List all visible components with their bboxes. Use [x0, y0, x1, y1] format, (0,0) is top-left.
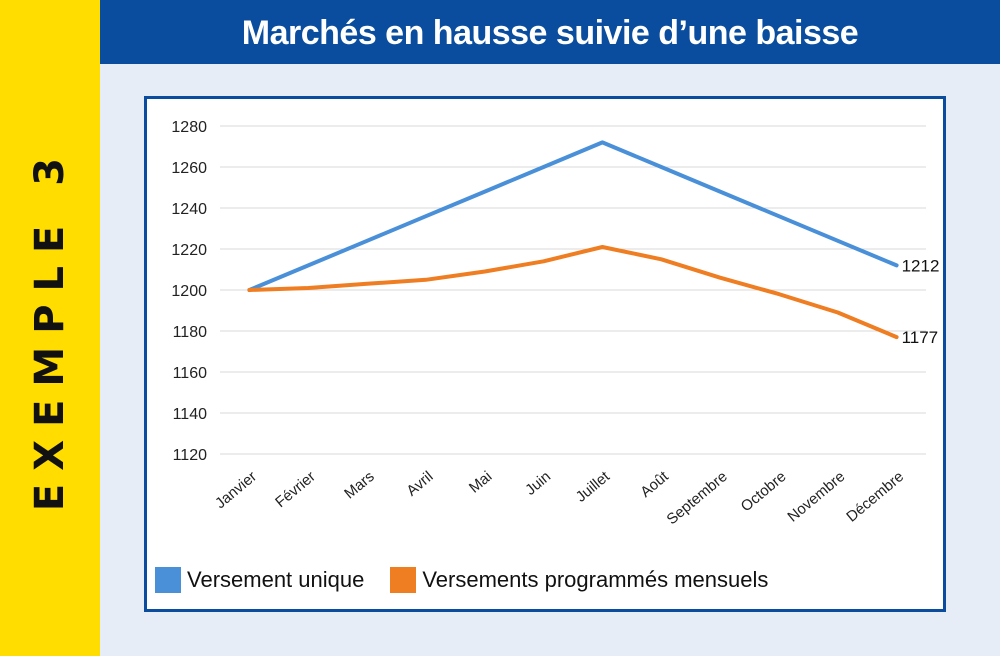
legend-swatch-series-1 — [155, 567, 181, 593]
title-band: Marchés en hausse suivie d’une baisse — [100, 0, 1000, 64]
y-tick-label: 1120 — [173, 447, 208, 464]
x-tick-label: Juin — [522, 468, 554, 499]
legend-swatch-series-2 — [390, 567, 417, 593]
x-tick-label: Janvier — [212, 468, 260, 512]
x-tick-label: Juillet — [573, 468, 614, 506]
data-label-series-1: 1212 — [902, 256, 940, 275]
legend-label-series-1: Versement unique — [187, 567, 365, 592]
y-tick-label: 1180 — [173, 324, 208, 341]
x-tick-label: Septembre — [664, 468, 731, 528]
legend-item-series-1: Versement unique — [155, 567, 364, 593]
y-tick-label: 1280 — [171, 119, 207, 136]
series-line-1 — [247, 140, 899, 292]
x-tick-label: Mai — [466, 468, 495, 497]
x-tick-label: Décembre — [843, 468, 907, 526]
chart-frame: 1120 1140 1160 1180 1200 1220 1240 1260 1280 Janv… — [144, 96, 946, 612]
side-band: EXEMPLE 3 — [0, 0, 100, 656]
line-chart: 1120 1140 1160 1180 1200 1220 1240 1260 1280 Janv… — [171, 119, 940, 528]
y-tick-label: 1160 — [173, 365, 208, 382]
y-tick-label: 1260 — [171, 160, 207, 177]
x-tick-label: Mars — [341, 468, 377, 502]
side-label: EXEMPLE 3 — [27, 144, 73, 512]
y-tick-label: 1220 — [171, 242, 207, 259]
y-tick-label: 1240 — [171, 201, 207, 218]
x-tick-label: Août — [637, 468, 672, 501]
legend-item-series-2: Versements programmés mensuels — [390, 567, 768, 593]
chart-title: Marchés en hausse suivie d’une baisse — [241, 14, 859, 52]
series-line-2 — [247, 245, 899, 340]
y-tick-label: 1140 — [173, 406, 208, 423]
x-tick-label: Février — [272, 468, 319, 511]
chart-legend: Versement unique Versements programmés m… — [155, 565, 794, 595]
x-tick-label: Octobre — [738, 468, 790, 515]
legend-label-series-2: Versements programmés mensuels — [422, 567, 769, 592]
y-tick-label: 1200 — [171, 283, 207, 300]
data-label-series-2: 1177 — [902, 328, 939, 347]
x-tick-label: Avril — [403, 468, 436, 500]
x-tick-label: Novembre — [784, 468, 848, 526]
